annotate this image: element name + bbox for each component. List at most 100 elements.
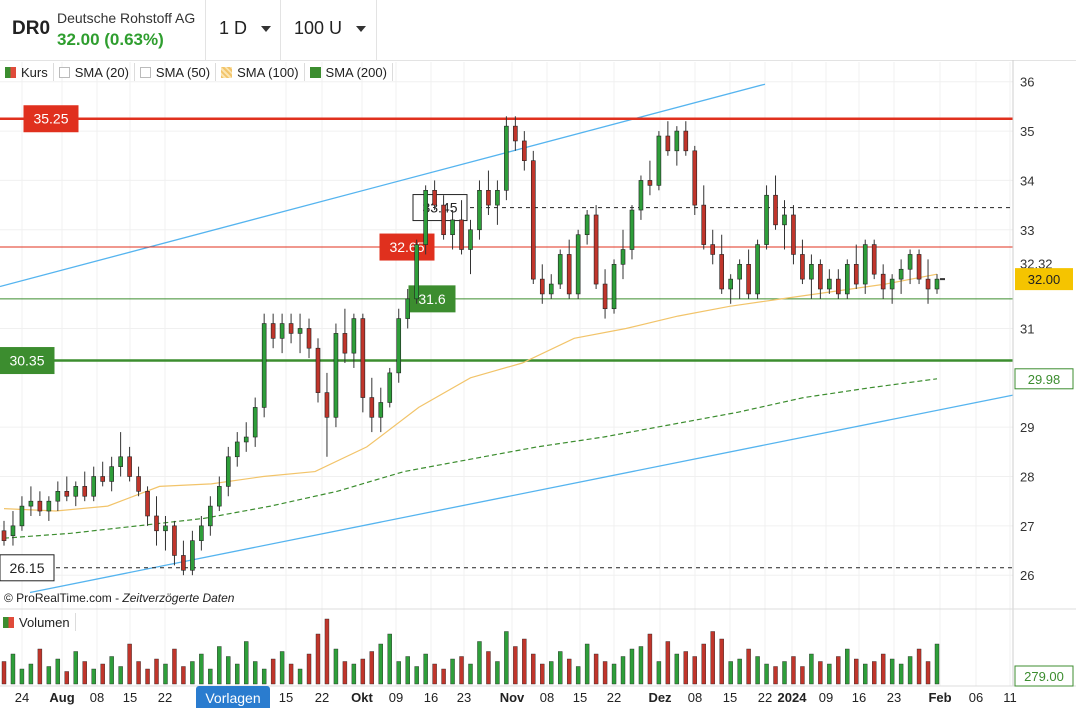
candle-body (557, 254, 563, 285)
x-tick-label: Dez (648, 690, 672, 705)
volume-bar (37, 648, 43, 685)
header-divider (376, 0, 377, 60)
candle-body (333, 333, 339, 418)
volume-bar (163, 663, 168, 685)
level-label: 31.6 (418, 291, 445, 307)
candle-body (109, 466, 114, 482)
legend-sma200[interactable]: SMA (200) (305, 63, 393, 81)
candle-body (629, 209, 635, 250)
candle-body (477, 189, 482, 231)
level-label: 30.35 (9, 353, 44, 369)
volume-bar (459, 656, 464, 685)
volume-bar (181, 666, 186, 685)
candle-body (746, 264, 751, 295)
legend-sma100[interactable]: SMA (100) (216, 63, 305, 81)
volume-bar (898, 663, 904, 685)
candle-body (710, 244, 716, 255)
candle-body (800, 254, 805, 280)
volume-bar (558, 651, 563, 685)
legend-label: Kurs (21, 64, 48, 80)
candle-body (324, 392, 330, 418)
volume-bar (369, 651, 375, 685)
candle-body (683, 130, 689, 152)
candle-body (73, 486, 79, 497)
volume-bar (91, 668, 96, 685)
candle-body (522, 140, 527, 161)
candle-body (405, 298, 411, 319)
candle-body (190, 540, 195, 571)
templates-button[interactable]: Vorlagen (196, 686, 270, 708)
x-tick-label: 22 (315, 690, 329, 705)
interval-dropdown[interactable]: 1 D (219, 18, 272, 39)
candle-body (755, 244, 760, 295)
candle-body (37, 500, 43, 512)
volume-bar (602, 661, 608, 685)
candle-body (871, 244, 877, 275)
candle-body (181, 555, 186, 571)
candle-body (925, 278, 931, 290)
x-tick-label: 08 (688, 690, 702, 705)
volume-last-label: 279.00 (1024, 669, 1064, 684)
x-tick-label: 24 (15, 690, 29, 705)
empty-swatch-icon (58, 66, 70, 78)
volume-bar (145, 668, 150, 685)
volume-bar (270, 658, 276, 685)
volume-bar (540, 663, 545, 685)
legend-label: SMA (100) (237, 64, 299, 80)
volume-bar (477, 641, 482, 685)
x-tick-label: Okt (351, 690, 373, 705)
price-change: 32.00 (0.63%) (57, 30, 164, 49)
candle-body (225, 456, 231, 487)
volume-bar (441, 668, 446, 685)
candle-body (638, 180, 644, 211)
volume-bar (845, 648, 850, 685)
instrument-name: Deutsche Rohstoff AG (57, 10, 196, 26)
x-tick-label: 11 (1003, 690, 1017, 705)
legend-sma20[interactable]: SMA (20) (54, 63, 135, 81)
volume-bar (351, 663, 357, 685)
candle-body (791, 214, 796, 255)
candle-body (764, 194, 769, 245)
candle-body (728, 278, 733, 290)
volume-bar (297, 668, 303, 685)
ticker-symbol: DR0 (12, 18, 51, 39)
candle-body (297, 328, 303, 334)
candle-body (844, 264, 850, 295)
candle-body (252, 407, 258, 438)
volume-legend[interactable]: Volumen (0, 613, 76, 631)
volume-bar (692, 656, 697, 685)
x-tick-label: 08 (90, 690, 104, 705)
units-dropdown[interactable]: 100 U (294, 18, 367, 39)
volume-bar (593, 653, 599, 685)
legend-sma50[interactable]: SMA (50) (135, 63, 217, 81)
legend-label: SMA (50) (155, 64, 211, 80)
volume-bar (701, 643, 706, 685)
candle-body (853, 264, 859, 285)
volume-bar (1, 661, 7, 685)
candle-body (593, 214, 599, 285)
candle-body (360, 318, 366, 398)
candle-body (898, 268, 904, 280)
x-tick-label: 15 (279, 690, 293, 705)
level-label: 32.65 (389, 239, 424, 255)
volume-bar (674, 653, 680, 685)
candle-body (719, 254, 724, 290)
y-tick-label: 27 (1020, 519, 1034, 534)
chart-header: DR0 Deutsche Rohstoff AG 32.00 (0.63%) 1… (0, 0, 1076, 61)
candle-body (28, 500, 34, 507)
volume-bar (261, 668, 267, 685)
volume-bar (450, 658, 455, 685)
volume-label: Volumen (19, 614, 70, 630)
candle-body (441, 204, 446, 236)
x-tick-label: Aug (49, 690, 74, 705)
volume-bar (396, 661, 401, 685)
candle-body (217, 486, 222, 507)
x-tick-label: Feb (928, 690, 951, 705)
legend-kurs[interactable]: Kurs (0, 63, 54, 81)
volume-bar (100, 663, 105, 685)
x-tick-label: 09 (819, 690, 833, 705)
candle-body (369, 397, 375, 418)
volume-bar (468, 663, 473, 685)
candle-body (136, 476, 141, 492)
